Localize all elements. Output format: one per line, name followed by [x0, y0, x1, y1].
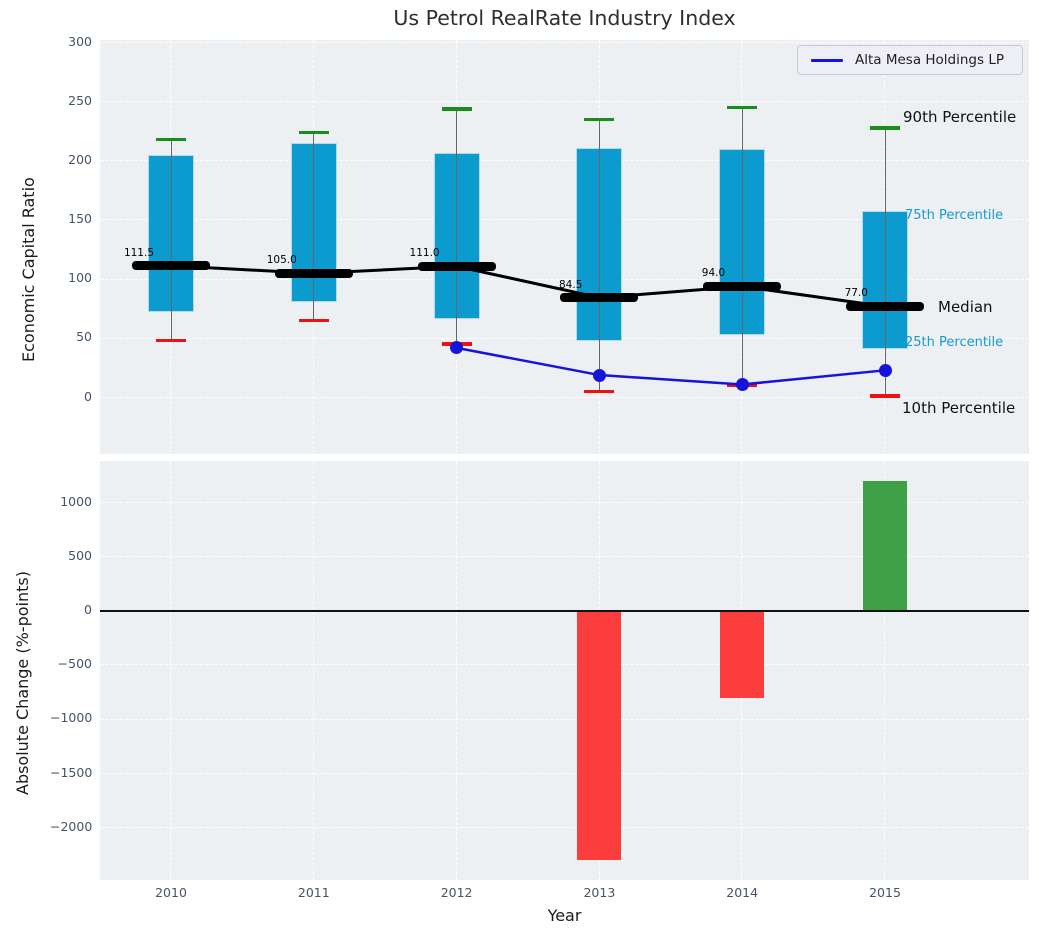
bottom-y-axis-label: Absolute Change (%-points) [13, 571, 32, 795]
legend-line-sample [811, 58, 843, 62]
gridline-horizontal [100, 278, 1029, 280]
x-tick-label: 2012 [440, 885, 473, 900]
annotation-median: Median [938, 298, 993, 316]
y-tick-label: 50 [76, 329, 92, 345]
top-lines-svg [170, 264, 886, 386]
zero-line [100, 610, 1029, 612]
chart-title: Us Petrol RealRate Industry Index [393, 6, 736, 30]
p90-cap [441, 107, 472, 111]
y-tick-label: 150 [68, 211, 92, 227]
whisker-line [456, 109, 458, 345]
annotation-10th-percentile: 10th Percentile [902, 399, 1016, 417]
top-chart-panel: 111.5 105.0 111.0 84.5 94.0 77.0 [100, 40, 1029, 454]
change-bar [720, 611, 765, 698]
y-tick-label: 100 [68, 270, 92, 286]
median-marker [560, 293, 639, 303]
top-y-axis-label: Economic Capital Ratio [19, 177, 38, 362]
median-marker [846, 301, 924, 311]
company-point [878, 363, 892, 377]
gridline-vertical [884, 461, 886, 880]
y-tick-label: 250 [68, 93, 92, 108]
y-tick-label: −1000 [50, 710, 93, 726]
median-marker [703, 281, 782, 291]
y-tick-label: −500 [57, 656, 92, 672]
gridline-vertical [170, 461, 172, 880]
median-marker [417, 261, 496, 271]
annotation-75th-percentile: 75th Percentile [905, 208, 1004, 223]
whisker-line [598, 119, 600, 392]
gridline-horizontal [100, 337, 1029, 339]
p10-cap [156, 338, 186, 343]
whisker-line [884, 128, 886, 397]
y-tick-label: 200 [68, 152, 92, 168]
median-marker [132, 261, 210, 271]
p10-cap [870, 394, 900, 398]
median-value-label: 111.0 [409, 247, 440, 260]
gridline-vertical [313, 461, 314, 880]
median-value-label: 111.5 [123, 246, 154, 259]
gridline-horizontal [100, 160, 1029, 162]
bottom-chart-panel [100, 461, 1029, 880]
gridline-horizontal [100, 101, 1029, 103]
p90-cap [727, 105, 758, 110]
legend-label: Alta Mesa Holdings LP [855, 52, 1004, 68]
y-tick-label: −1500 [50, 764, 93, 780]
whisker-line [741, 107, 743, 386]
x-axis-label: Year [547, 906, 582, 925]
gridline-horizontal [100, 827, 1029, 828]
legend: Alta Mesa Holdings LP [797, 45, 1023, 75]
change-bar [863, 480, 907, 611]
gridline-horizontal [100, 219, 1029, 221]
p10-cap [584, 389, 615, 394]
gridline-horizontal [100, 664, 1029, 666]
change-bar [577, 611, 622, 861]
gridline-horizontal [100, 718, 1029, 720]
median-value-label: 77.0 [844, 287, 868, 300]
company-point [735, 377, 749, 391]
gridline-vertical [455, 461, 457, 880]
gridline-horizontal [100, 396, 1029, 398]
median-value-label: 84.5 [559, 278, 583, 291]
p90-cap [298, 130, 329, 135]
x-tick-label: 2013 [583, 885, 616, 900]
median-value-label: 94.0 [701, 267, 726, 280]
annotation-90th-percentile: 90th Percentile [903, 108, 1017, 126]
p90-cap [870, 126, 900, 130]
company-line [456, 346, 886, 386]
whisker-line [170, 139, 172, 341]
gridline-horizontal [100, 501, 1029, 503]
company-point [450, 341, 464, 355]
x-tick-label: 2010 [155, 885, 187, 900]
annotation-25th-percentile: 25th Percentile [905, 335, 1004, 350]
gridline-horizontal [100, 42, 1029, 44]
whisker-line [313, 132, 315, 321]
gridline-horizontal [100, 556, 1029, 557]
y-tick-label: 0 [84, 602, 92, 617]
median-value-label: 105.0 [266, 254, 297, 267]
y-tick-label: 300 [68, 33, 92, 49]
p90-cap [156, 137, 186, 142]
y-tick-label: 1000 [60, 493, 92, 509]
y-tick-label: 500 [68, 547, 92, 563]
x-tick-label: 2015 [869, 885, 901, 900]
p10-cap [298, 318, 329, 323]
x-tick-label: 2011 [297, 885, 330, 900]
company-point [592, 368, 606, 382]
p90-cap [584, 117, 615, 122]
gridline-horizontal [100, 772, 1029, 774]
x-tick-label: 2014 [726, 885, 759, 900]
y-tick-label: 0 [84, 388, 92, 404]
y-tick-label: −2000 [50, 818, 93, 834]
median-marker [274, 268, 353, 278]
